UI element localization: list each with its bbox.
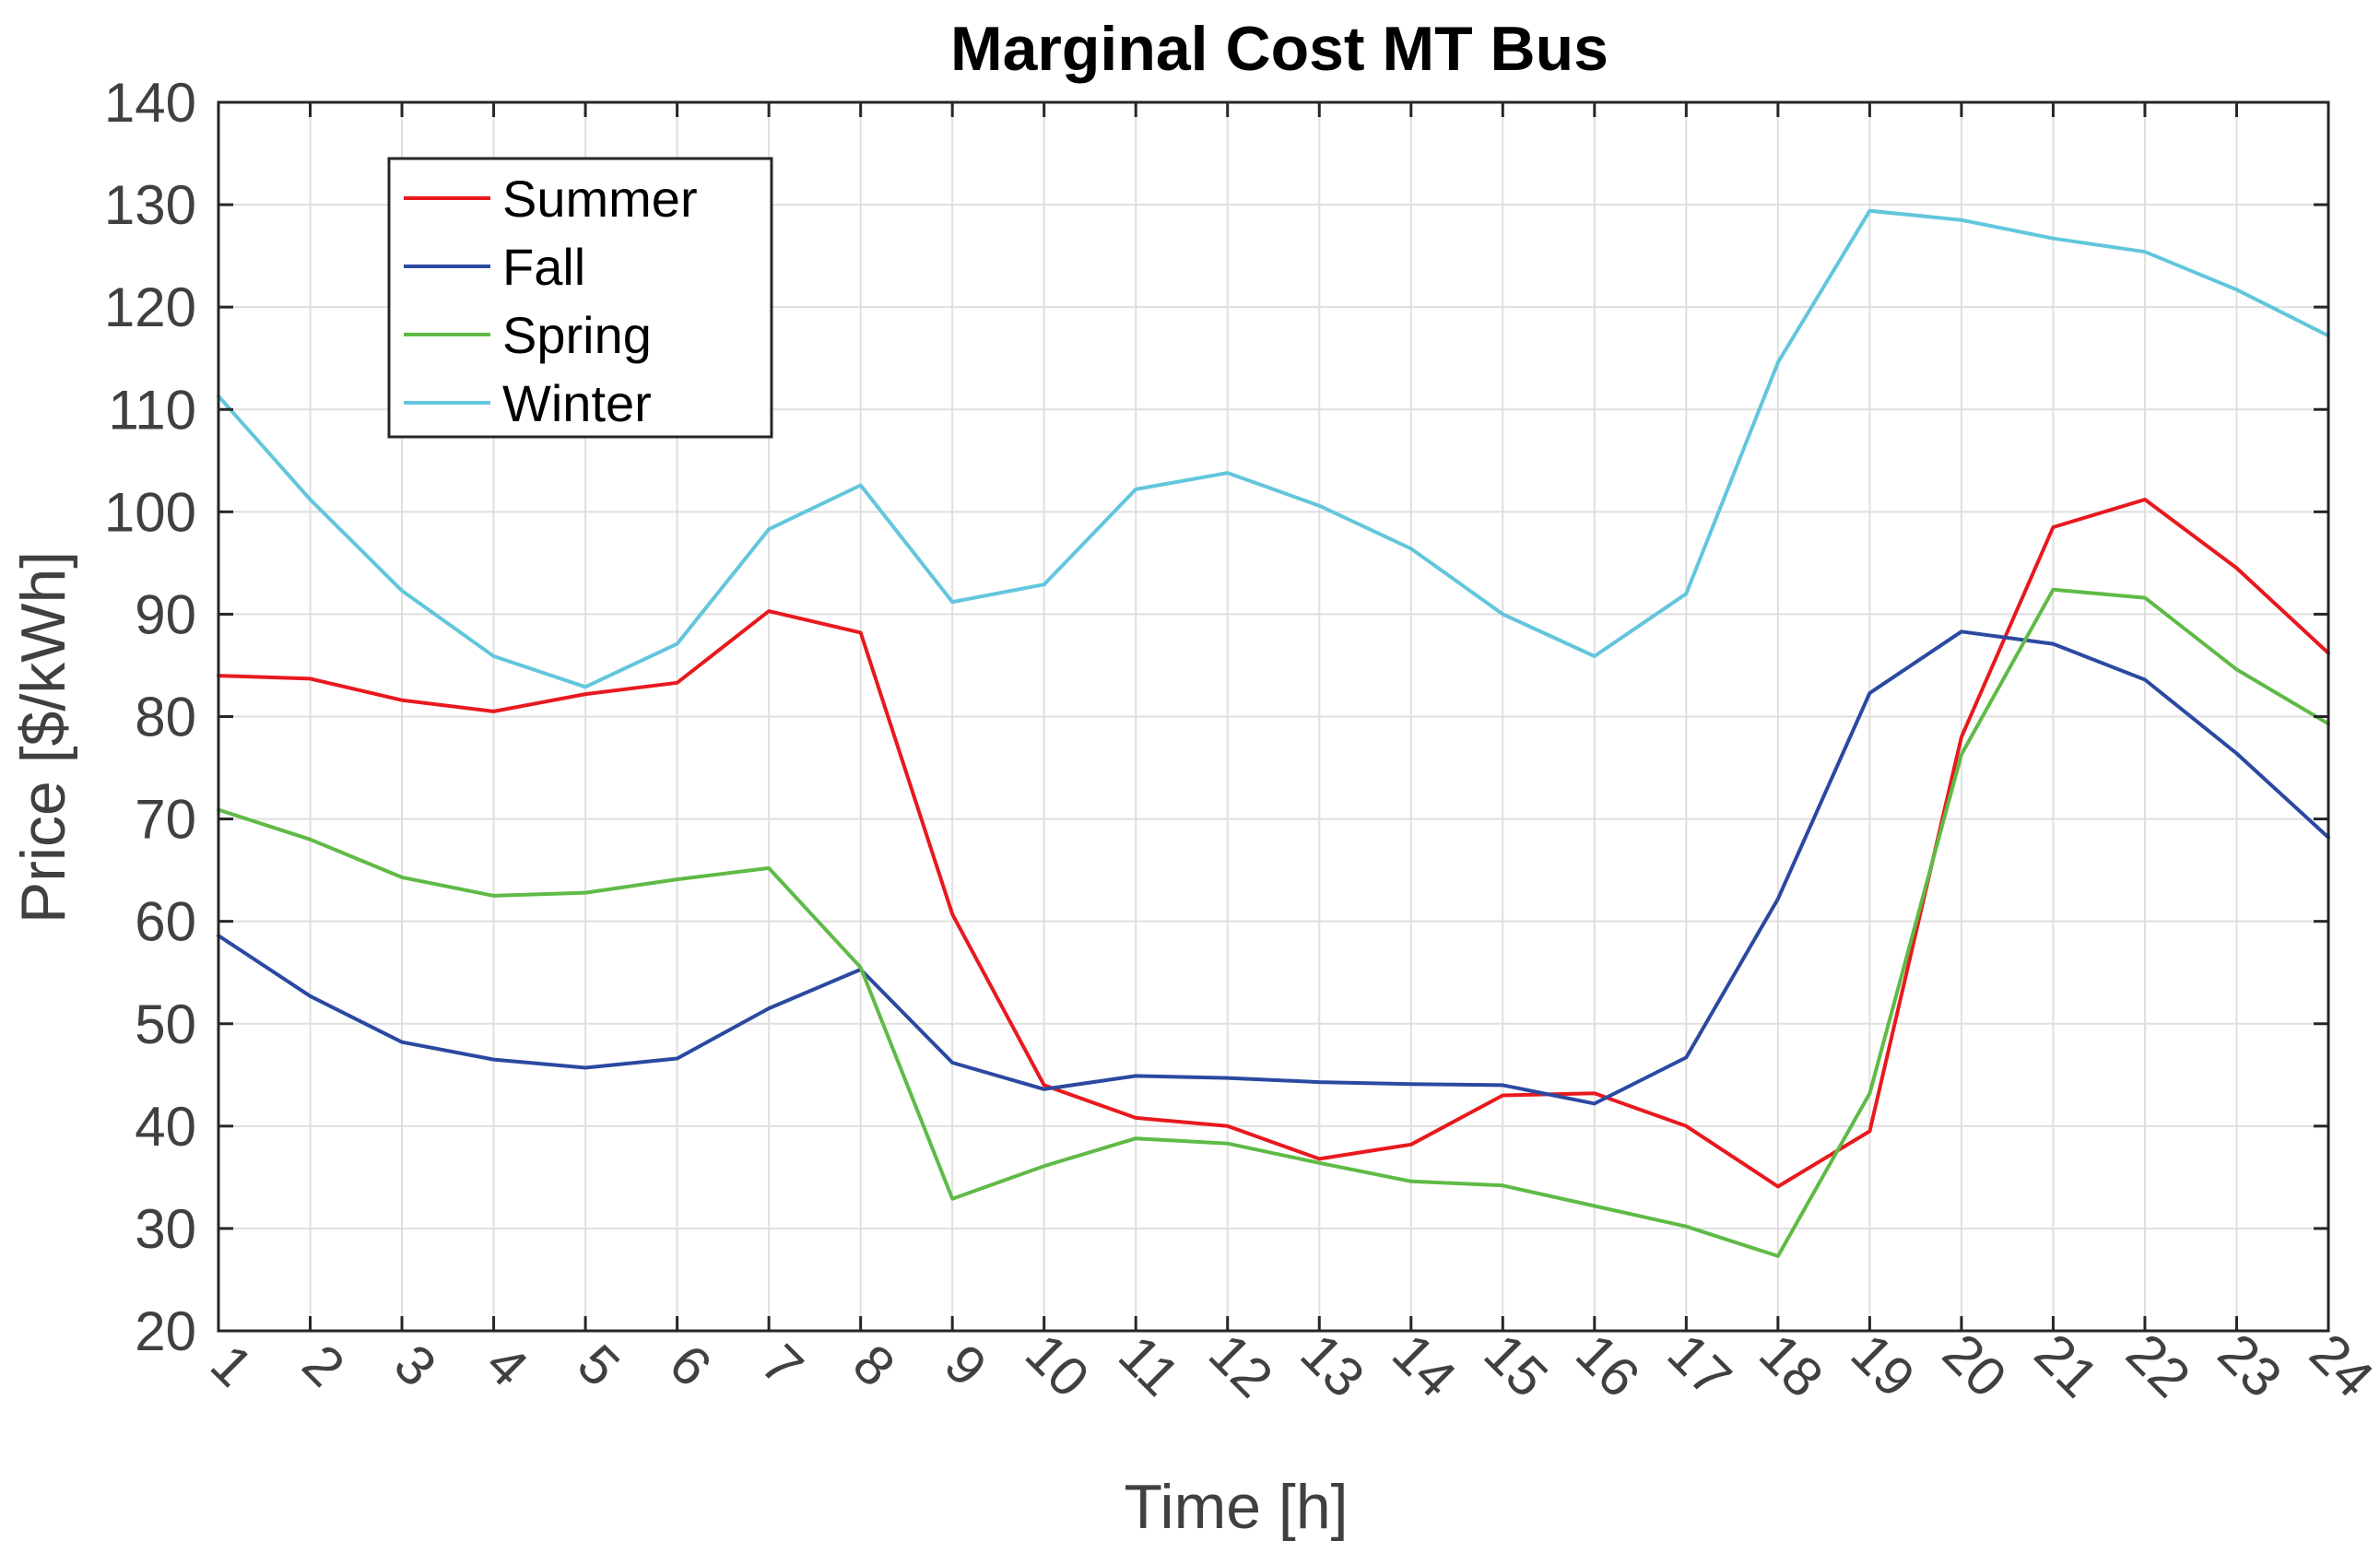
x-tick-label: 21 — [2023, 1322, 2111, 1409]
x-tick-label: 2 — [291, 1333, 357, 1398]
y-tick-label: 50 — [135, 994, 196, 1055]
x-tick-label: 1 — [199, 1333, 265, 1398]
x-tick-label: 14 — [1381, 1322, 1468, 1409]
x-tick-label: 18 — [1748, 1322, 1835, 1409]
x-tick-label: 22 — [2115, 1322, 2202, 1409]
y-tick-label: 120 — [104, 276, 196, 338]
y-tick-label: 140 — [104, 72, 196, 134]
x-tick-label: 6 — [658, 1333, 724, 1398]
legend-label-winter: Winter — [502, 374, 652, 432]
legend-label-summer: Summer — [502, 170, 698, 228]
x-tick-label: 12 — [1197, 1322, 1285, 1409]
x-tick-label: 13 — [1289, 1322, 1376, 1409]
x-tick-label: 3 — [383, 1333, 448, 1398]
x-tick-label: 7 — [749, 1333, 815, 1398]
y-tick-label: 70 — [135, 789, 196, 851]
series-lines — [217, 208, 2330, 1258]
x-tick-label: 8 — [842, 1333, 907, 1398]
y-tick-label: 40 — [135, 1096, 196, 1158]
x-tick-label: 24 — [2298, 1322, 2380, 1409]
y-tick-label: 100 — [104, 481, 196, 543]
legend-label-fall: Fall — [502, 238, 585, 296]
x-tick-label: 19 — [1840, 1322, 1927, 1409]
y-axis-label: Price [$/kWh] — [8, 551, 78, 923]
series-line-summer — [217, 498, 2330, 1189]
y-tick-label: 90 — [135, 583, 196, 645]
x-tick-label: 17 — [1656, 1322, 1744, 1409]
x-tick-label: 16 — [1564, 1322, 1652, 1409]
x-tick-label: 20 — [1931, 1322, 2019, 1409]
axis-ticks — [217, 100, 2330, 1333]
y-tick-label: 130 — [104, 174, 196, 236]
legend-label-spring: Spring — [502, 306, 652, 364]
x-tick-label: 10 — [1014, 1322, 1102, 1409]
y-tick-labels: 20 30 40 50 60 70 80 90 100 110 120 130 140 — [104, 72, 196, 1362]
y-tick-label: 80 — [135, 687, 196, 748]
x-tick-labels: 1 2 3 4 5 6 7 8 9 10 11 12 13 14 15 16 17 18 19 20 21 22 23 24 — [199, 1322, 2380, 1409]
series-line-fall — [217, 629, 2330, 1106]
x-tick-label: 9 — [933, 1333, 998, 1398]
x-axis-label: Time [h] — [1124, 1472, 1348, 1541]
x-tick-label: 11 — [1107, 1323, 1191, 1407]
chart-title: Marginal Cost MT Bus — [950, 14, 1608, 84]
legend: Summer Fall Spring Winter — [387, 157, 773, 439]
x-tick-label: 5 — [566, 1333, 631, 1398]
x-tick-label: 15 — [1473, 1322, 1561, 1409]
x-tick-label: 23 — [2207, 1322, 2294, 1409]
y-tick-label: 60 — [135, 891, 196, 953]
series-line-spring — [217, 587, 2330, 1258]
y-tick-label: 30 — [135, 1198, 196, 1260]
y-tick-label: 20 — [135, 1300, 196, 1362]
series-line-winter — [217, 208, 2330, 689]
x-tick-label: 4 — [475, 1333, 540, 1398]
y-tick-label: 110 — [108, 379, 196, 441]
legend-box — [387, 157, 773, 439]
